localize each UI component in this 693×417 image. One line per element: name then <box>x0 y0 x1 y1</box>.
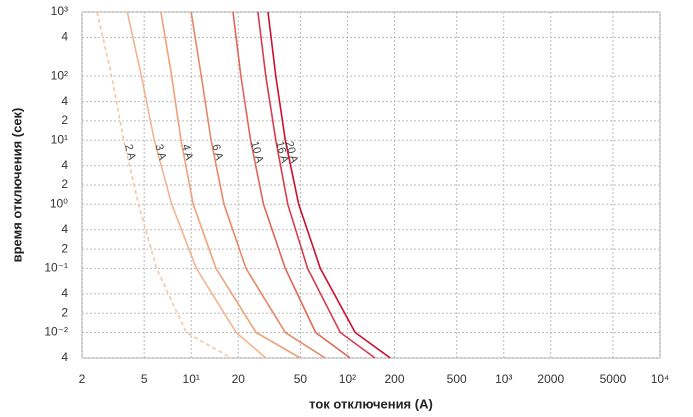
y-tick-label: 4 <box>61 286 68 300</box>
y-tick-label: 2 <box>61 113 68 127</box>
y-tick-label: 10² <box>51 68 68 82</box>
curve-label: 4 A <box>179 143 195 162</box>
curve-label: 10 A <box>248 140 265 165</box>
x-tick-label: 20 <box>232 372 246 386</box>
y-tick-label: 2 <box>61 305 68 319</box>
fuse-curve <box>160 11 301 359</box>
y-tick-label: 10⁻¹ <box>44 261 68 275</box>
x-tick-label: 2 <box>79 372 86 386</box>
curve-label: 2 A <box>122 143 138 162</box>
curve-label: 3 A <box>152 143 168 162</box>
y-tick-label: 10³ <box>51 4 68 18</box>
y-tick-label: 4 <box>61 94 68 108</box>
y-tick-label: 10¹ <box>51 132 68 146</box>
x-tick-label: 5000 <box>600 372 627 386</box>
x-tick-label: 50 <box>294 372 308 386</box>
fuse-curve <box>190 11 326 359</box>
y-tick-label: 4 <box>61 350 68 364</box>
x-tick-label: 10¹ <box>183 372 200 386</box>
curve-label: 6 A <box>209 143 225 162</box>
y-tick-label: 4 <box>61 222 68 236</box>
fuse-curve <box>257 11 376 359</box>
fuse-curve <box>96 11 232 359</box>
x-tick-label: 200 <box>385 372 405 386</box>
y-tick-label: 4 <box>61 30 68 44</box>
y-tick-label: 10⁻² <box>44 325 68 339</box>
fuse-curve <box>232 11 351 359</box>
x-tick-label: 2000 <box>537 372 564 386</box>
y-axis-title: время отключения (сек) <box>9 108 24 263</box>
x-tick-label: 10³ <box>495 372 512 386</box>
fuse-curve <box>126 11 267 359</box>
x-tick-label: 500 <box>447 372 467 386</box>
fuse-curve <box>267 11 391 359</box>
curve-label: 20 A <box>283 140 300 165</box>
x-axis-title: ток отключения (A) <box>309 396 433 411</box>
y-tick-label: 4 <box>61 158 68 172</box>
x-tick-label: 10² <box>339 372 356 386</box>
x-tick-label: 10⁴ <box>651 372 670 386</box>
y-tick-label: 2 <box>61 177 68 191</box>
y-tick-label: 10⁰ <box>50 196 68 210</box>
x-tick-label: 5 <box>141 372 148 386</box>
y-tick-label: 2 <box>61 241 68 255</box>
